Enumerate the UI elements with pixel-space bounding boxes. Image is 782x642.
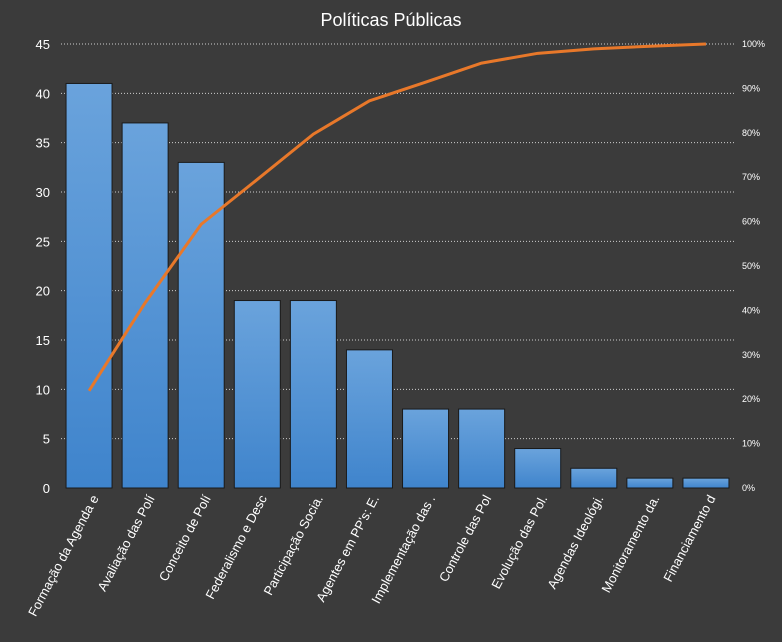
y-tick-label: 5 xyxy=(43,432,50,447)
category-label: Avaliação das Polí xyxy=(94,492,158,594)
category-label: Implementação das . xyxy=(368,492,438,606)
chart-title: Políticas Públicas xyxy=(320,10,461,30)
bar xyxy=(570,467,618,489)
category-label: Participação Socia. xyxy=(261,492,326,597)
bar xyxy=(402,408,450,489)
category-label: Agendas Ideológi. xyxy=(544,492,606,591)
bar xyxy=(65,82,113,489)
category-label: Agentes em PP's: E. xyxy=(313,492,382,604)
right-axis-ticks: 0% 10% 20% 30% 40% 50% 60% 70% 80% 90% 100% xyxy=(742,39,765,493)
category-label: Controle das Pol xyxy=(436,492,494,584)
category-label: Evolução das Pol. xyxy=(488,492,550,591)
y2-tick-label: 100% xyxy=(742,39,765,49)
left-axis-ticks: 0 5 10 15 20 25 30 35 40 45 xyxy=(36,37,50,496)
y-tick-label: 45 xyxy=(36,37,50,52)
y-tick-label: 10 xyxy=(36,382,50,397)
y2-tick-label: 0% xyxy=(742,483,755,493)
bar xyxy=(458,408,506,489)
bar xyxy=(514,448,562,489)
bar xyxy=(682,477,730,489)
category-label: Financiamento d xyxy=(660,492,718,584)
y-tick-label: 25 xyxy=(36,234,50,249)
category-label: Monitoramento da. xyxy=(598,492,662,595)
y-tick-label: 30 xyxy=(36,185,50,200)
category-label: Formação da Agenda e xyxy=(25,492,102,618)
y2-tick-label: 40% xyxy=(742,305,760,315)
category-label: Conceito de Polí xyxy=(156,492,214,584)
grid-lines xyxy=(61,43,734,440)
y2-tick-label: 70% xyxy=(742,172,760,182)
bar xyxy=(289,300,337,489)
y-tick-label: 0 xyxy=(43,481,50,496)
y2-tick-label: 50% xyxy=(742,261,760,271)
y2-tick-label: 10% xyxy=(742,439,760,449)
bar xyxy=(626,477,674,489)
y-tick-label: 15 xyxy=(36,333,50,348)
y-tick-label: 40 xyxy=(36,86,50,101)
y2-tick-label: 80% xyxy=(742,128,760,138)
bar xyxy=(177,161,225,489)
y2-tick-label: 20% xyxy=(742,394,760,404)
cumulative-line xyxy=(87,42,707,392)
category-label: Federalismo e Desc xyxy=(202,492,270,602)
y2-tick-label: 90% xyxy=(742,83,760,93)
y2-tick-label: 60% xyxy=(742,217,760,227)
y-tick-label: 35 xyxy=(36,136,50,151)
y-tick-label: 20 xyxy=(36,284,50,299)
bar xyxy=(345,349,393,489)
bar xyxy=(233,300,281,489)
y2-tick-label: 30% xyxy=(742,350,760,360)
cumulative-percent-line xyxy=(87,42,707,392)
bars xyxy=(65,82,730,489)
